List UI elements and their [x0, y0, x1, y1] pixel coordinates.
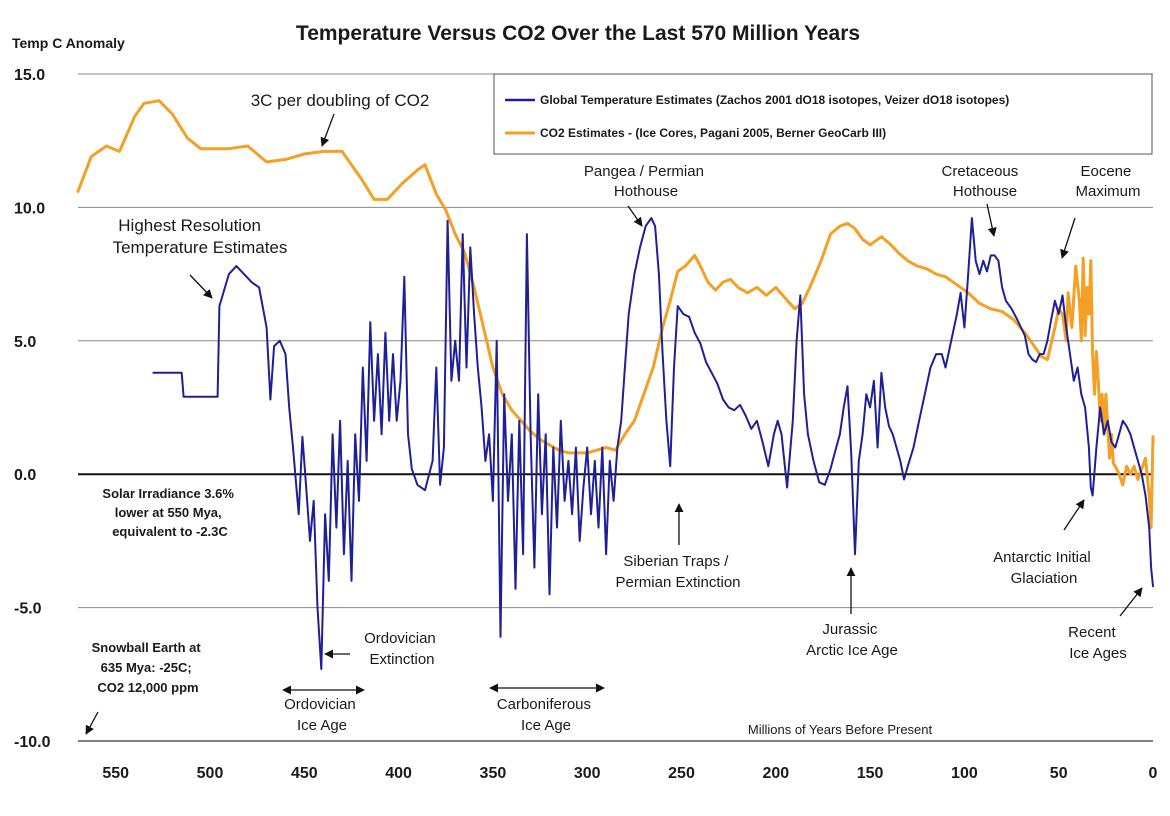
annotation-line: Permian Extinction [615, 574, 740, 591]
y-tick-label: -10.0 [14, 734, 51, 751]
annotation-line: 3C per doubling of CO2 [251, 91, 430, 110]
x-tick-label: 150 [857, 765, 884, 782]
x-tick-label: 100 [951, 765, 978, 782]
annotation-highest-resolution: Highest Resolution Temperature Estimates [113, 216, 288, 257]
x-tick-label: 0 [1149, 765, 1158, 782]
annotation-line: Ice Ages [1069, 645, 1127, 662]
annotation-line: Jurassic [822, 621, 878, 638]
y-tick-label: 0.0 [14, 467, 36, 484]
legend-label-co2: CO2 Estimates - (Ice Cores, Pagani 2005,… [540, 126, 886, 140]
legend-label-temperature: Global Temperature Estimates (Zachos 200… [540, 93, 1009, 107]
annotation-line: Solar Irradiance 3.6% [102, 486, 234, 501]
annotation-solar: Solar Irradiance 3.6% lower at 550 Mya, … [102, 486, 237, 539]
arrow-cretaceous [986, 203, 997, 237]
annotation-line: Ice Age [297, 717, 347, 734]
annotation-siberian: Siberian Traps / Permian Extinction [615, 553, 740, 591]
x-tick-label: 250 [668, 765, 695, 782]
x-tick-label: 200 [762, 765, 789, 782]
y-tick-label: 15.0 [14, 67, 45, 84]
annotation-line: Antarctic Initial [993, 549, 1091, 566]
arrow-recent [1119, 587, 1143, 617]
annotation-ordovician-extinction: Ordovician Extinction [364, 630, 440, 668]
arrow-highest-resolution [189, 274, 213, 299]
annotation-snowball: Snowball Earth at 635 Mya: -25C; CO2 12,… [92, 640, 205, 695]
annotation-pangea: Pangea / Permian Hothouse [584, 163, 708, 200]
annotation-ordovician-ice-age: Ordovician Ice Age [284, 696, 360, 734]
annotation-line: Ordovician [284, 696, 356, 713]
annotation-line: Arctic Ice Age [806, 642, 898, 659]
x-tick-label: 50 [1050, 765, 1068, 782]
annotation-line: Ice Age [521, 717, 571, 734]
annotation-line: Pangea / Permian [584, 163, 704, 180]
annotation-line: Snowball Earth at [92, 640, 202, 655]
series-layer [76, 99, 1155, 670]
annotation-cretaceous: Cretaceous Hothouse [942, 163, 1023, 200]
y-axis-label: Temp C Anomaly [12, 35, 125, 51]
annotation-line: CO2 12,000 ppm [97, 680, 198, 695]
annotation-line: equivalent to -2.3C [112, 524, 228, 539]
y-tick-label: 10.0 [14, 200, 45, 217]
x-tick-label: 450 [291, 765, 318, 782]
x-axis-label: Millions of Years Before Present [748, 722, 933, 737]
arrow-pangea [627, 205, 643, 227]
legend: Global Temperature Estimates (Zachos 200… [493, 73, 1153, 155]
annotation-line: Ordovician [364, 630, 436, 647]
arrow-co2-doubling [320, 113, 335, 147]
annotation-co2-doubling: 3C per doubling of CO2 [251, 91, 430, 110]
annotation-recent: Recent Ice Ages [1068, 624, 1127, 662]
x-tick-label: 500 [197, 765, 224, 782]
annotation-line: Extinction [369, 651, 434, 668]
y-ticks: -10.0 -5.0 0.0 5.0 10.0 15.0 [14, 67, 51, 751]
y-tick-label: -5.0 [14, 601, 42, 618]
annotation-line: Maximum [1075, 183, 1140, 200]
annotation-line: Hothouse [614, 183, 678, 200]
series-line-temperature [152, 217, 1154, 670]
x-tick-label: 300 [574, 765, 601, 782]
x-tick-label: 550 [102, 765, 129, 782]
legend-box [493, 73, 1153, 155]
annotation-line: lower at 550 Mya, [115, 505, 222, 520]
annotation-line: Recent [1068, 624, 1116, 641]
arrow-antarctic [1063, 499, 1085, 531]
annotation-line: Carboniferous [497, 696, 591, 713]
annotation-eocene: Eocene Maximum [1075, 163, 1140, 200]
annotation-line: Siberian Traps / [623, 553, 729, 570]
annotation-line: Highest Resolution [118, 216, 261, 235]
chart-title: Temperature Versus CO2 Over the Last 570… [296, 22, 860, 45]
y-tick-label: 5.0 [14, 334, 36, 351]
annotation-antarctic: Antarctic Initial Glaciation [993, 549, 1095, 587]
x-ticks: 550 500 450 400 350 300 250 200 150 100 50 0 [102, 765, 1157, 782]
annotation-jurassic: Jurassic Arctic Ice Age [806, 621, 898, 659]
annotation-line: Hothouse [953, 183, 1017, 200]
annotation-carboniferous-ice-age: Carboniferous Ice Age [497, 696, 595, 734]
annotation-line: Temperature Estimates [113, 238, 288, 257]
x-tick-label: 400 [385, 765, 412, 782]
series-line-co2 [76, 99, 1155, 530]
annotation-line: Eocene [1080, 163, 1131, 180]
x-tick-label: 350 [480, 765, 507, 782]
arrow-snowball [85, 711, 99, 735]
arrow-eocene [1060, 217, 1076, 259]
annotation-line: Glaciation [1011, 570, 1078, 587]
annotation-line: Cretaceous [942, 163, 1019, 180]
annotation-line: 635 Mya: -25C; [101, 660, 192, 675]
